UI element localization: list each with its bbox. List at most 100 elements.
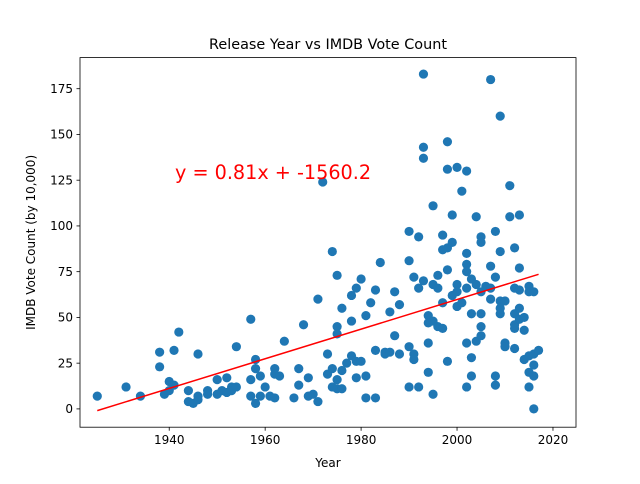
- scatter-point: [442, 164, 453, 174]
- scatter-point: [509, 323, 520, 333]
- scatter-point: [313, 396, 323, 407]
- scatter-point: [250, 364, 261, 374]
- scatter-point: [490, 380, 501, 390]
- scatter-point: [490, 272, 501, 282]
- scatter-point: [438, 323, 448, 333]
- scatter-point: [524, 382, 534, 392]
- scatter-point: [370, 285, 381, 295]
- scatter-point: [423, 338, 433, 348]
- scatter-point: [509, 343, 520, 354]
- scatter-point: [174, 327, 184, 337]
- scatter-point: [298, 320, 309, 330]
- scatter-point: [452, 279, 462, 290]
- scatter-point: [370, 345, 381, 355]
- scatter-point: [270, 393, 280, 403]
- scatter-point: [255, 391, 265, 401]
- scatter-point: [418, 153, 429, 163]
- regression-layer: [97, 273, 539, 412]
- scatter-point: [519, 312, 529, 323]
- scatter-point: [442, 265, 453, 275]
- scatter-point: [442, 356, 453, 366]
- scatter-point: [529, 371, 539, 381]
- x-tick-label: 1960: [250, 433, 281, 447]
- scatter-point: [462, 166, 472, 176]
- scatter-point: [356, 274, 366, 284]
- y-tick-label: 175: [50, 82, 73, 96]
- scatter-point: [361, 371, 371, 381]
- scatter-point: [433, 270, 443, 280]
- scatter-point: [418, 69, 429, 79]
- scatter-point: [462, 267, 472, 277]
- scatter-point: [294, 380, 304, 390]
- scatter-point: [476, 321, 486, 332]
- scatter-point: [514, 263, 525, 273]
- scatter-point: [500, 296, 510, 306]
- y-axis-label: IMDB Vote Count (by 10,000): [24, 155, 38, 330]
- scatter-point: [274, 371, 285, 381]
- scatter-point: [203, 389, 213, 399]
- scatter-point: [337, 365, 347, 376]
- scatter-point: [366, 298, 376, 308]
- scatter-point: [471, 212, 481, 222]
- scatter-point: [466, 353, 477, 363]
- scatter-point: [246, 375, 256, 385]
- scatter-point: [418, 142, 429, 152]
- scatter-point: [246, 314, 256, 324]
- scatter-point: [361, 393, 371, 403]
- scatter-point: [231, 342, 241, 352]
- scatter-point: [514, 210, 525, 220]
- scatter-point: [404, 382, 414, 392]
- scatter-point: [327, 246, 337, 257]
- scatter-point: [337, 384, 347, 394]
- scatter-point: [313, 294, 323, 304]
- scatter-point: [476, 331, 486, 341]
- scatter-point: [404, 256, 414, 266]
- scatter-point: [452, 287, 462, 297]
- regression-line: [97, 273, 539, 412]
- scatter-point: [466, 309, 477, 319]
- scatter-point: [246, 391, 256, 401]
- scatter-point: [169, 345, 179, 355]
- scatter-point: [222, 373, 232, 383]
- scatter-point: [322, 349, 333, 359]
- scatter-point: [346, 290, 357, 301]
- scatter-point: [385, 307, 395, 317]
- scatter-point: [428, 201, 438, 211]
- scatter-point: [442, 137, 453, 147]
- scatter-point: [394, 300, 405, 310]
- scatter-point: [486, 261, 496, 271]
- scatter-point: [495, 309, 505, 319]
- scatter-point: [308, 389, 318, 399]
- scatter-point: [332, 375, 342, 385]
- scatter-point: [337, 303, 347, 313]
- scatter-point: [462, 283, 472, 293]
- scatter-point: [490, 371, 501, 381]
- y-tick-label: 125: [50, 173, 73, 187]
- x-tick-label: 2000: [442, 433, 473, 447]
- scatter-point: [390, 287, 400, 297]
- scatter-point: [303, 373, 313, 383]
- scatter-point: [495, 111, 505, 121]
- scatter-point: [514, 285, 525, 295]
- scatter-point: [375, 257, 385, 268]
- scatter-point: [351, 373, 361, 383]
- scatter-point: [193, 349, 203, 359]
- scatter-point: [390, 331, 400, 341]
- scatter-point: [92, 391, 102, 401]
- y-tick-label: 0: [65, 402, 73, 416]
- scatter-point: [533, 345, 544, 355]
- scatter-point: [457, 186, 467, 196]
- scatter-point: [486, 294, 496, 304]
- scatter-point: [404, 226, 414, 237]
- scatter-point: [361, 310, 371, 321]
- scatter-point: [327, 364, 337, 374]
- scatter-point: [289, 393, 299, 403]
- scatter-point: [529, 287, 539, 297]
- scatter-point: [409, 272, 419, 282]
- x-tick-label: 1940: [154, 433, 185, 447]
- scatter-point: [462, 248, 472, 258]
- plot-frame: [79, 57, 577, 428]
- scatter-point: [212, 375, 222, 385]
